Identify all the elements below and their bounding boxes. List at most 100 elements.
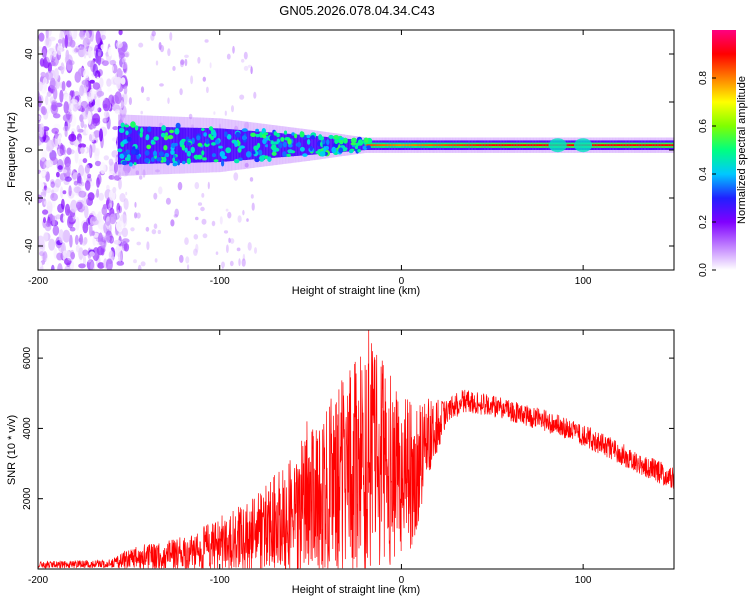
heatmap-band-body [330, 137, 332, 153]
heatmap-noise-blob [60, 65, 66, 71]
heatmap-band-body [225, 128, 228, 162]
heatmap-band-body [231, 129, 233, 162]
heatmap-band-peak [434, 144, 437, 147]
heatmap-noise-blob [51, 264, 55, 270]
heatmap-sparse-blob [249, 177, 254, 182]
heatmap-noise-blob [118, 178, 122, 190]
heatmap-noise-blob [70, 128, 76, 135]
heatmap-sparse-blob [246, 218, 249, 222]
heatmap-noise-blob [112, 126, 119, 131]
heatmap-noise-blob [121, 57, 126, 63]
heatmap-band-body [312, 135, 315, 155]
snr-y-tick-label: 2000 [22, 487, 33, 510]
heatmap-band-speckle [191, 137, 195, 144]
heatmap-noise-blob [116, 77, 121, 90]
heatmap-sparse-blob [167, 48, 171, 57]
heatmap-sparse-blob [221, 266, 224, 270]
heatmap-noise-blob [92, 117, 101, 127]
heatmap-band-body [155, 126, 158, 164]
heatmap-band-peak [651, 144, 654, 147]
heatmap-band-body [227, 129, 229, 162]
heatmap-band-peak [616, 144, 619, 147]
heatmap-sparse-blob [231, 105, 234, 113]
heatmap-noise-blob [112, 137, 117, 142]
heatmap-band-peak [504, 144, 507, 147]
heatmap-sparse-blob [250, 66, 253, 75]
heatmap-band-peak [634, 144, 636, 147]
heatmap-noise-blob [91, 216, 97, 222]
heatmap-noise-blob [81, 79, 89, 86]
heatmap-band-body [254, 131, 257, 160]
heatmap-sparse-blob [193, 234, 199, 240]
heatmap-noise-blob [97, 107, 102, 113]
heatmap-band-peak [370, 144, 373, 147]
heatmap-sparse-blob [253, 91, 257, 99]
heatmap-noise-blob [59, 89, 64, 103]
heatmap-band-peak [639, 144, 642, 147]
heatmap-sparse-blob [119, 112, 123, 122]
heatmap-band-body [136, 126, 139, 164]
heatmap-noise-blob [116, 41, 123, 49]
heatmap-noise-blob [64, 34, 69, 49]
heatmap-noise-blob [114, 162, 118, 174]
heatmap-band-peak [395, 144, 398, 147]
heatmap-noise-blob [43, 231, 49, 243]
heatmap-band-speckle [127, 128, 133, 135]
heatmap-noise-blob [78, 143, 87, 148]
heatmap-band-speckle [130, 149, 136, 155]
heatmap-noise-blob [86, 197, 93, 206]
heatmap-band-body [302, 135, 305, 156]
heatmap-band-peak [493, 144, 495, 147]
heatmap-noise-blob [88, 91, 94, 103]
heatmap-band-body [260, 131, 262, 159]
heatmap-sparse-blob [136, 212, 141, 219]
heatmap-noise-blob [123, 85, 128, 95]
heatmap-band-speckle [126, 154, 131, 160]
heatmap-noise-blob [113, 239, 122, 245]
heatmap-noise-blob [84, 30, 90, 44]
heatmap-noise-blob [49, 77, 56, 90]
heatmap-band-body [328, 137, 331, 154]
heatmap-band-peak [463, 144, 466, 147]
heatmap-band-body [305, 135, 308, 156]
heatmap-noise-blob [51, 137, 57, 148]
heatmap-noise-blob [123, 61, 128, 74]
heatmap-band-speckle [176, 159, 181, 166]
heatmap-band-peak [516, 144, 518, 147]
heatmap-sparse-blob [244, 162, 249, 168]
heatmap-band-peak [424, 144, 427, 147]
heatmap-band-peak [498, 144, 501, 147]
heatmap-noise-blob [105, 230, 113, 243]
heatmap-band-peak [490, 144, 492, 147]
heatmap-noise-blob [59, 172, 68, 181]
heatmap-noise-blob [122, 170, 129, 177]
heatmap-noise-blob [96, 188, 100, 198]
heatmap-sparse-blob [232, 45, 235, 54]
heatmap-band-speckle [294, 133, 298, 139]
heatmap-band-speckle [172, 157, 176, 163]
heatmap-band-peak [495, 144, 498, 147]
heatmap-band-peak [449, 144, 451, 147]
heatmap-noise-blob [106, 116, 111, 130]
heatmap-sparse-blob [179, 254, 184, 263]
heatmap-noise-blob [63, 93, 72, 102]
heatmap-noise-blob [102, 97, 111, 112]
heatmap-noise-blob [75, 43, 82, 49]
heatmap-band-speckle [221, 160, 225, 167]
heatmap-band-speckle [226, 134, 232, 140]
heatmap-sparse-blob [184, 58, 188, 67]
heatmap-noise-blob [103, 110, 110, 118]
heatmap-band-peak [378, 144, 380, 147]
heatmap-sparse-blob [124, 165, 127, 174]
heatmap-band-speckle [221, 155, 227, 160]
heatmap-band-peak [417, 144, 419, 147]
colorbar-tick-label: 0.8 [698, 71, 709, 85]
heatmap-band-peak [571, 144, 574, 147]
heatmap-band-speckle [302, 153, 308, 157]
heatmap-noise-blob [56, 252, 64, 261]
heatmap-band-peak [628, 144, 630, 147]
heatmap-band-peak [635, 144, 638, 147]
colorbar-ticks: 0.0 0.2 0.4 0.6 0.8 [698, 71, 716, 277]
heatmap-noise-blob [105, 230, 112, 237]
heatmap-noise-blob [73, 48, 79, 53]
